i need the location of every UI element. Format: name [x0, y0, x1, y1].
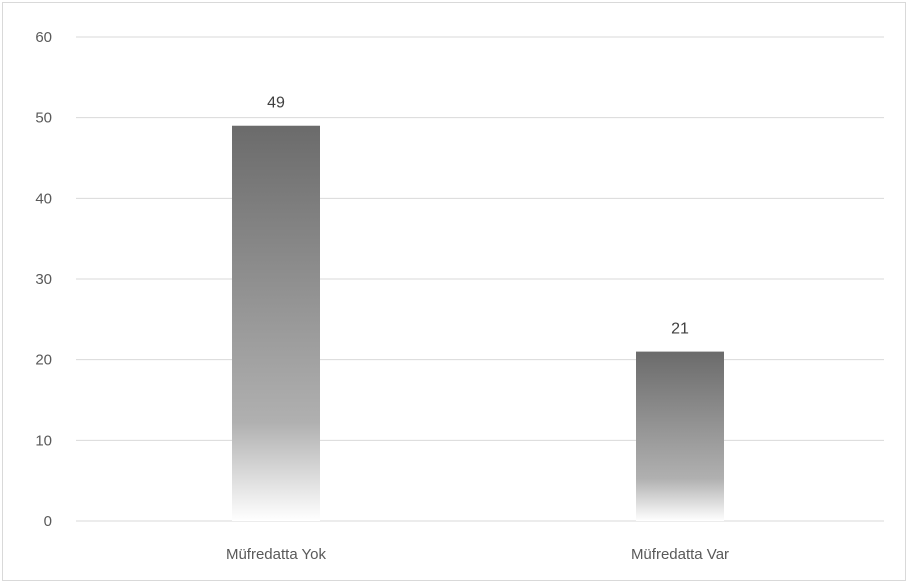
- data-label: 49: [267, 95, 285, 112]
- data-label: 21: [671, 321, 689, 338]
- y-axis: 0 10 20 30 40 50 60: [35, 29, 52, 530]
- y-tick-label: 20: [35, 352, 52, 369]
- y-tick-label: 50: [35, 110, 52, 127]
- y-tick-label: 30: [35, 271, 52, 288]
- bar-1: [232, 125, 320, 521]
- y-tick-label: 0: [44, 513, 52, 530]
- x-category-label: Müfredatta Yok: [226, 546, 327, 563]
- y-tick-label: 60: [35, 29, 52, 46]
- gridlines: [76, 36, 884, 522]
- bars: [232, 125, 724, 521]
- bar-2: [636, 351, 724, 521]
- x-category-label: Müfredatta Var: [631, 546, 729, 563]
- data-labels: 49 21: [267, 95, 689, 338]
- y-tick-label: 10: [35, 432, 52, 449]
- x-axis: Müfredatta Yok Müfredatta Var: [226, 546, 729, 563]
- y-tick-label: 40: [35, 190, 52, 207]
